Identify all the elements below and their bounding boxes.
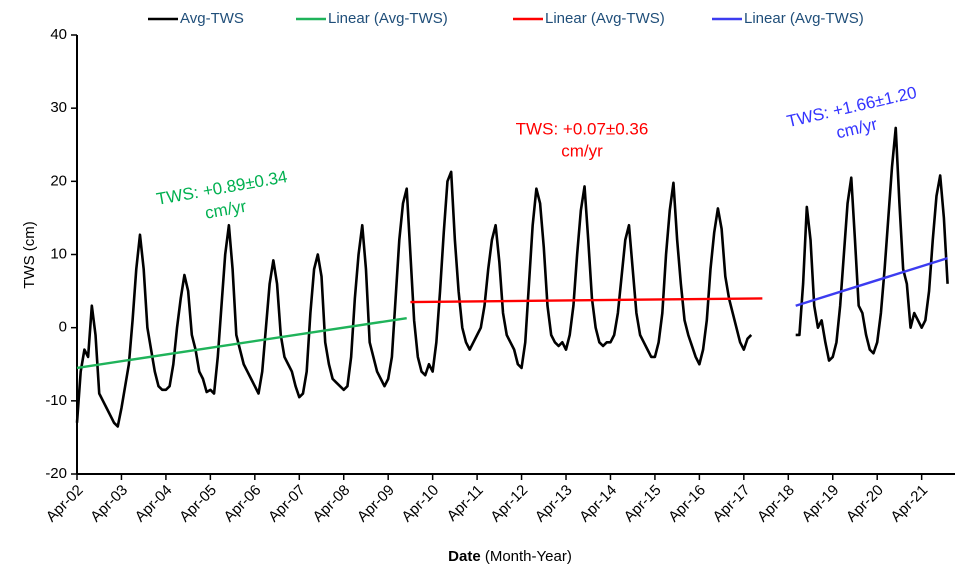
y-tick-label: 20 — [50, 172, 67, 189]
y-tick-label: -10 — [45, 392, 67, 409]
x-tick-label: Apr-05 — [176, 482, 220, 526]
x-tick-label: Apr-17 — [710, 482, 754, 526]
annotation-text: cm/yr — [204, 197, 249, 223]
x-tick-label: Apr-13 — [532, 482, 576, 526]
y-axis-label: TWS (cm) — [21, 221, 38, 288]
trend-line — [795, 257, 948, 307]
trend-line — [410, 297, 763, 304]
x-axis-label: Date (Month-Year) — [448, 548, 572, 565]
x-tick-label: Apr-07 — [265, 482, 309, 526]
y-tick-label: 30 — [50, 99, 67, 116]
x-tick-label: Apr-14 — [576, 482, 620, 526]
x-tick-label: Apr-19 — [799, 482, 843, 526]
x-tick-label: Apr-03 — [87, 482, 131, 526]
data-line — [75, 126, 949, 428]
annotation-text: cm/yr — [561, 141, 603, 160]
y-tick-label: 10 — [50, 245, 67, 262]
x-tick-label: Apr-20 — [843, 482, 887, 526]
x-axis-label-rest: (Month-Year) — [485, 548, 572, 565]
x-tick-label: Apr-09 — [354, 482, 398, 526]
x-axis-label-bold: Date — [448, 548, 481, 565]
y-tick-label: 40 — [50, 26, 67, 43]
legend-label: Avg-TWS — [180, 10, 244, 27]
x-tick-label: Apr-02 — [43, 482, 87, 526]
x-tick-label: Apr-10 — [398, 482, 442, 526]
x-tick-label: Apr-04 — [132, 482, 176, 526]
legend-label: Linear (Avg-TWS) — [328, 10, 448, 27]
legend-label: Linear (Avg-TWS) — [545, 10, 665, 27]
annotation-text: TWS: +0.07±0.36 — [516, 119, 649, 138]
y-tick-label: 0 — [59, 319, 67, 336]
annotation: TWS: +0.07±0.36 cm/yr — [516, 119, 649, 160]
x-tick-label: Apr-16 — [665, 482, 709, 526]
x-tick-label: Apr-21 — [887, 482, 931, 526]
y-tick-label: -20 — [45, 465, 67, 482]
trend-line — [76, 316, 407, 370]
x-tick-label: Apr-12 — [487, 482, 531, 526]
legend-label: Linear (Avg-TWS) — [744, 10, 864, 27]
x-tick-label: Apr-11 — [444, 482, 487, 525]
x-tick-label: Apr-18 — [754, 482, 798, 526]
x-tick-label: Apr-08 — [310, 482, 354, 526]
x-tick-label: Apr-15 — [621, 482, 665, 526]
x-tick-label: Apr-06 — [221, 482, 265, 526]
